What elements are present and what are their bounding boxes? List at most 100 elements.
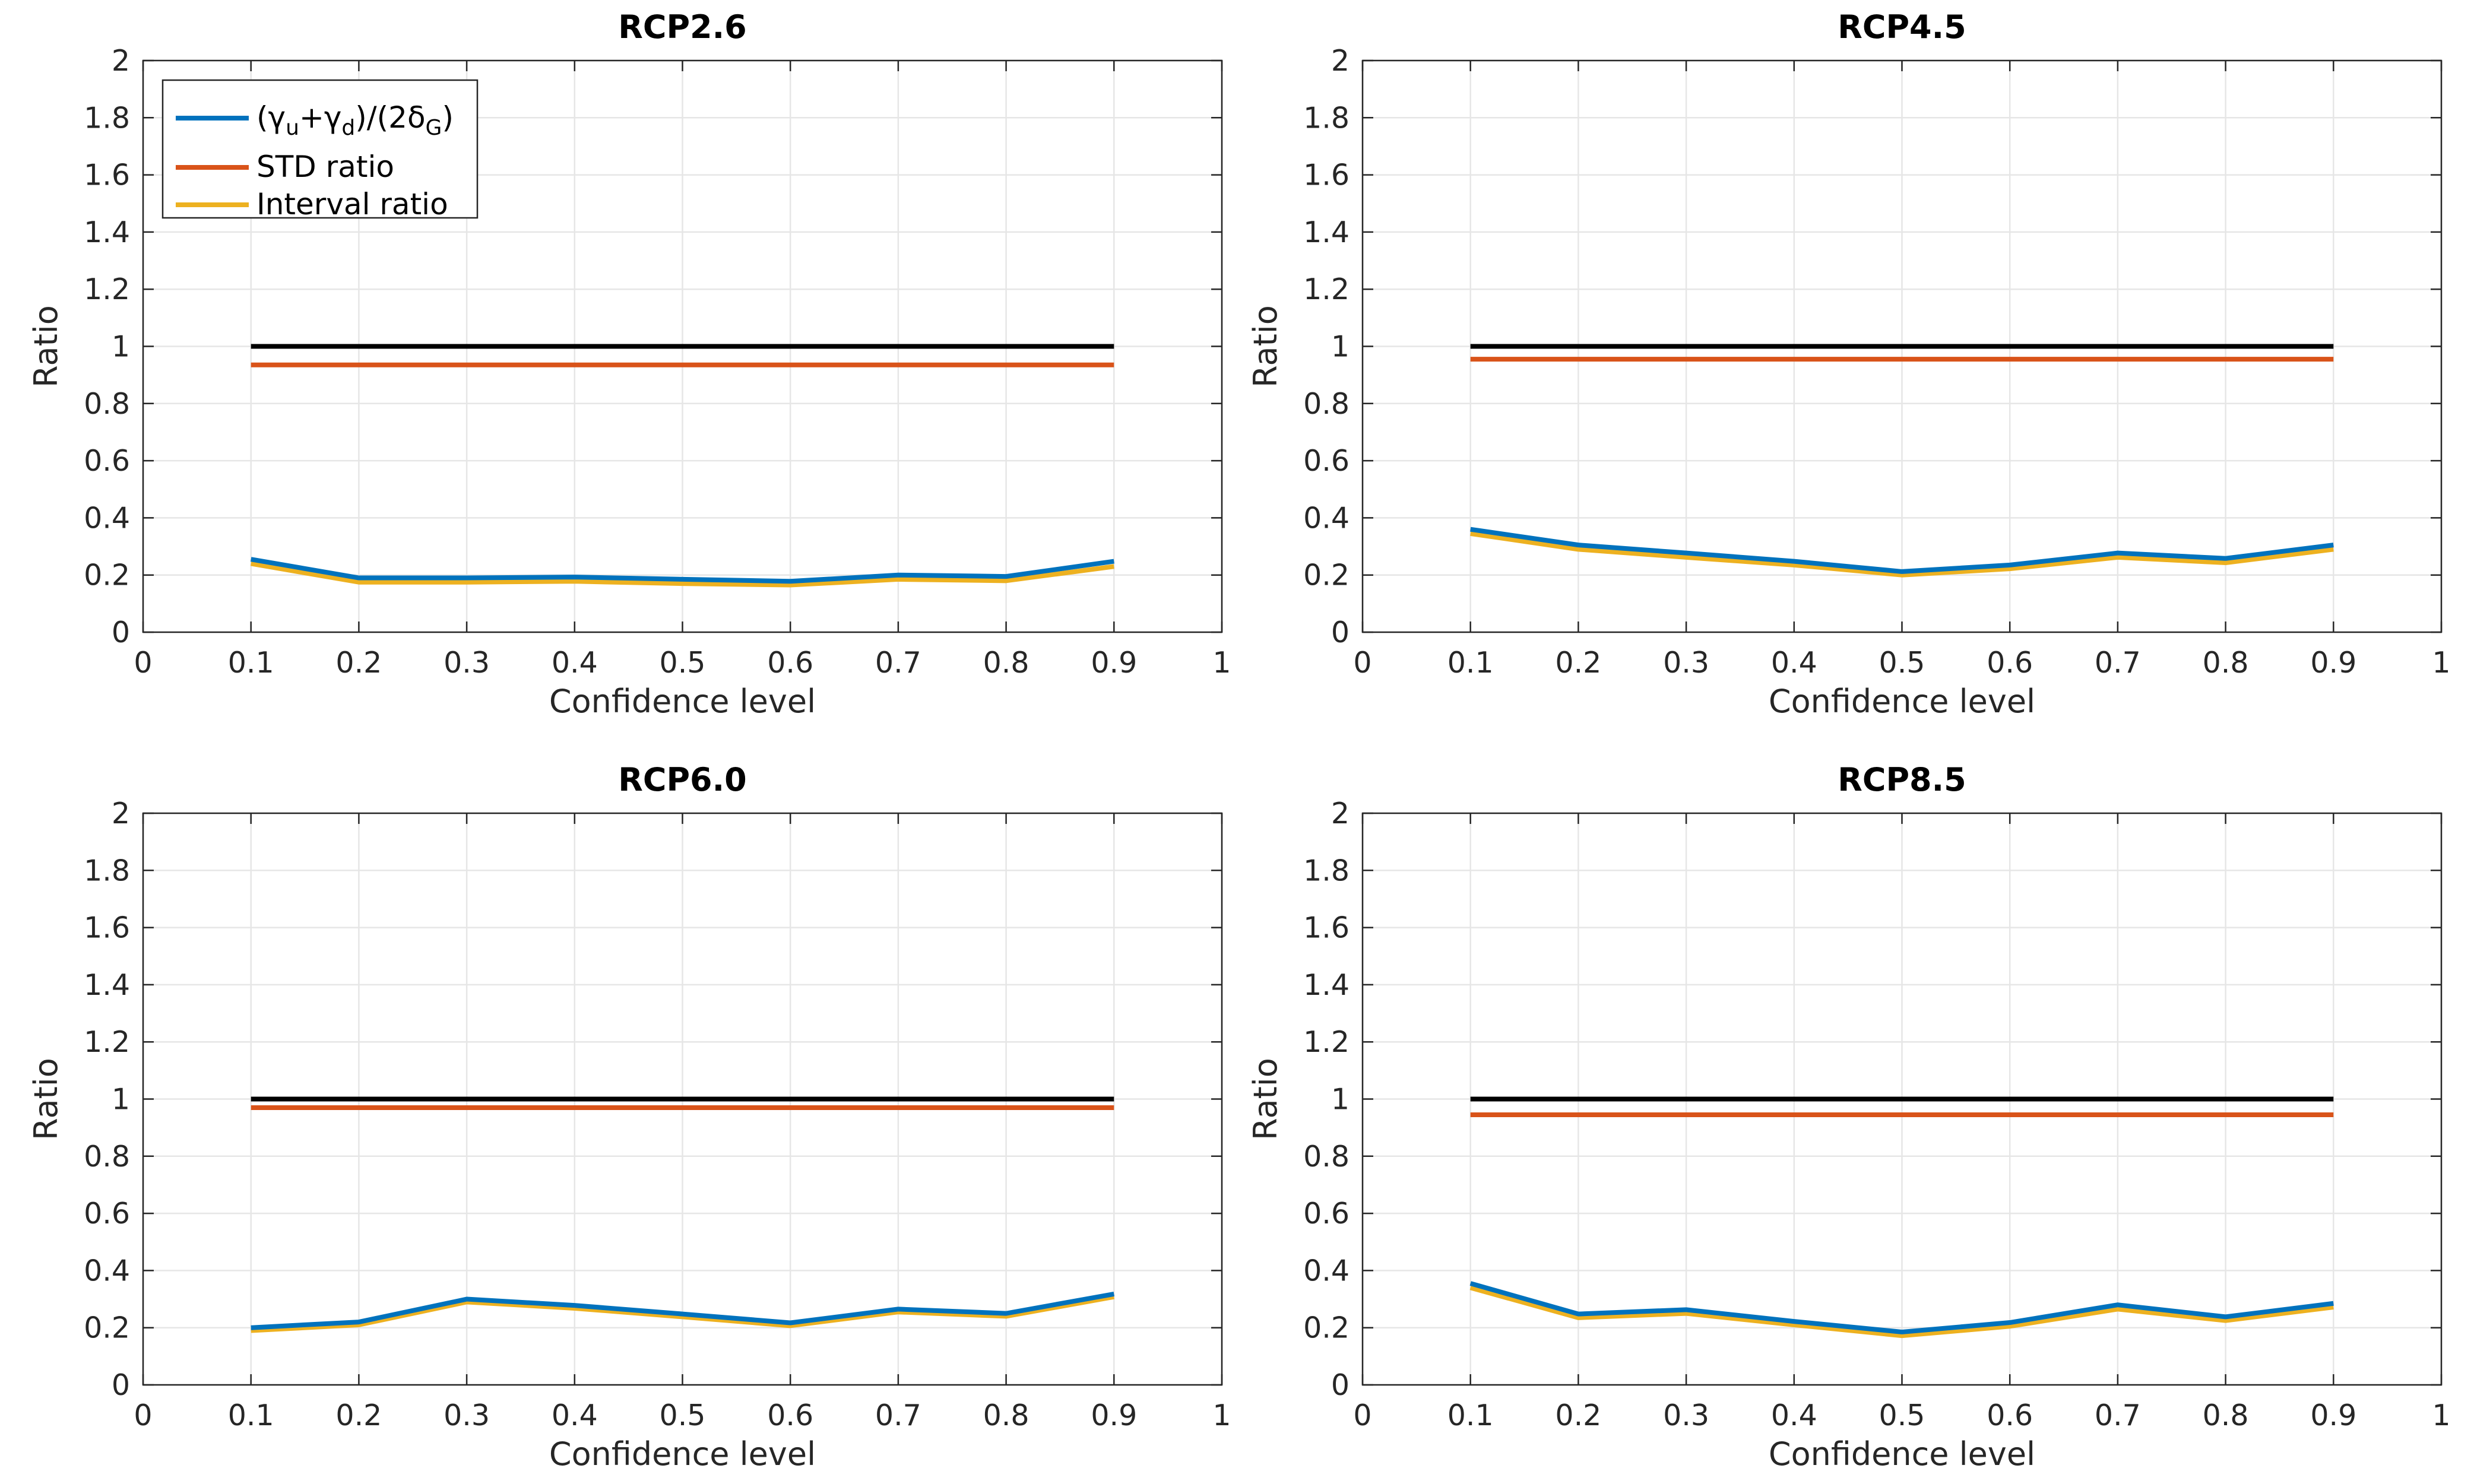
x-tick-label: 0.6: [1987, 1399, 2033, 1432]
x-tick-label: 0.5: [660, 646, 706, 680]
y-tick-label: 1.8: [1303, 854, 1350, 887]
y-tick-label: 1: [112, 1083, 130, 1117]
y-tick-label: 0.4: [1303, 1254, 1350, 1288]
y-tick-label: 0.8: [84, 1140, 130, 1174]
axes-box: [142, 812, 1223, 1386]
y-tick-label: 1.4: [1303, 215, 1350, 249]
legend-label-part: +γ: [299, 100, 341, 135]
y-tick-label: 2: [1331, 797, 1350, 830]
y-tick-label: 1.8: [84, 854, 130, 887]
y-tick-label: 1.4: [84, 968, 130, 1002]
y-tick-label: 1.6: [84, 158, 130, 192]
x-tick-label: 1: [1212, 646, 1231, 680]
x-tick-label: 0.9: [2310, 646, 2356, 680]
x-tick-label: 0.8: [983, 1399, 1029, 1432]
x-tick-label: 0.4: [552, 646, 598, 680]
panel-rcp2-6: 0 0.1 0.2 0.3 0.4 0.5 0.6 0.7 0.8 0.9 1 0 0.2 0.4 0.6 0…: [27, 8, 1231, 720]
y-tick-label: 1.4: [84, 215, 130, 249]
y-axis-label: Ratio: [1247, 1058, 1284, 1140]
y-tick-label: 1.8: [84, 101, 130, 135]
x-tick-label: 0.2: [1555, 646, 1601, 680]
legend-box: [161, 79, 479, 219]
x-tick-label: 0.2: [335, 646, 382, 680]
chart-title: RCP8.5: [1838, 761, 1966, 798]
legend-label-part: G: [426, 116, 442, 140]
series-line-interval-ratio: [1470, 531, 2334, 578]
x-tick-label: 0.3: [1663, 1399, 1709, 1432]
x-tick-label: 0.9: [1091, 1399, 1137, 1432]
x-tick-label: 0.5: [1879, 646, 1925, 680]
y-tick-label: 0.4: [1303, 501, 1350, 535]
y-tick-label: 0.8: [1303, 1140, 1350, 1174]
panel-rcp6-0: 0 0.1 0.2 0.3 0.4 0.5 0.6 0.7 0.8 0.9 1 0 0.2 0.4 0.6 0…: [27, 761, 1231, 1473]
y-tick-label: 1.2: [1303, 1025, 1350, 1059]
y-tick-label: 1.2: [84, 272, 130, 306]
series-line-u-d-2-g: [1469, 1281, 2334, 1334]
legend-label-part: )/(2δ: [355, 100, 425, 135]
y-tick-label: 1.4: [1303, 968, 1350, 1002]
y-tick-label: 0.4: [84, 1254, 130, 1288]
x-tick-label: 0.7: [875, 1399, 921, 1432]
x-tick-label: 0.9: [1091, 646, 1137, 680]
y-tick-label: 2: [1331, 44, 1350, 78]
axes-box: [142, 59, 1223, 633]
x-tick-label: 0.4: [1771, 646, 1817, 680]
y-tick-label: 0.2: [1303, 1311, 1350, 1345]
y-tick-label: 2: [112, 44, 130, 78]
y-tick-label: 0: [1331, 1368, 1350, 1402]
chart-title: RCP4.5: [1838, 8, 1966, 46]
y-tick-label: 0.6: [1303, 1197, 1350, 1231]
legend-label-part: u: [286, 116, 299, 140]
y-axis-label: Ratio: [1247, 305, 1284, 388]
x-tick-label: 0: [1353, 646, 1371, 680]
y-tick-label: 0.2: [84, 1311, 130, 1345]
x-axis-label: Confidence level: [1769, 1435, 2035, 1473]
x-tick-label: 0.1: [228, 646, 274, 680]
y-tick-label: 1.2: [1303, 272, 1350, 306]
x-tick-label: 1: [2432, 1399, 2450, 1432]
x-tick-label: 0.5: [1879, 1399, 1925, 1432]
y-tick-label: 0: [1331, 616, 1350, 649]
x-tick-label: 1: [1212, 1399, 1231, 1432]
series-line-u-d-2-g: [251, 1291, 1115, 1330]
y-tick-label: 0.2: [84, 559, 130, 592]
x-tick-label: 0.1: [1447, 1399, 1494, 1432]
x-tick-label: 0.3: [444, 1399, 490, 1432]
x-tick-label: 0: [1353, 1399, 1371, 1432]
axes-box: [1361, 812, 2443, 1386]
x-tick-label: 0.8: [983, 646, 1029, 680]
x-tick-label: 0.8: [2203, 1399, 2249, 1432]
x-tick-label: 0.6: [767, 1399, 813, 1432]
y-tick-label: 0.8: [1303, 387, 1350, 421]
chart-title: RCP2.6: [618, 8, 746, 46]
y-tick-label: 0: [112, 1368, 130, 1402]
chart-title: RCP6.0: [618, 761, 746, 798]
x-axis-label: Confidence level: [1769, 683, 2035, 720]
axes-box: [1361, 59, 2443, 633]
series-line-interval-ratio: [1469, 1285, 2334, 1339]
y-tick-label: 1.6: [84, 911, 130, 945]
x-tick-label: 0.4: [1771, 1399, 1817, 1432]
x-tick-label: 0.9: [2310, 1399, 2356, 1432]
x-tick-label: 0.2: [1555, 1399, 1601, 1432]
y-tick-label: 1: [1331, 330, 1350, 364]
legend-label-std: STD ratio: [256, 150, 394, 184]
y-tick-label: 0.4: [84, 501, 130, 535]
y-tick-label: 0.6: [1303, 444, 1350, 478]
series-line-u-d-2-g: [251, 557, 1114, 584]
series-line-u-d-2-g: [1470, 527, 2334, 574]
y-tick-label: 0.6: [84, 444, 130, 478]
x-tick-label: 0.8: [2203, 646, 2249, 680]
series-line-interval-ratio: [251, 561, 1114, 588]
legend-label-gamma: (γu+γd)/(2δG): [256, 100, 454, 140]
x-tick-label: 0.1: [1447, 646, 1494, 680]
y-tick-label: 1: [112, 330, 130, 364]
y-axis-label: Ratio: [27, 305, 65, 388]
y-tick-label: 2: [112, 797, 130, 830]
y-tick-label: 0.8: [84, 387, 130, 421]
x-tick-label: 0: [134, 646, 152, 680]
y-tick-label: 0: [112, 616, 130, 649]
